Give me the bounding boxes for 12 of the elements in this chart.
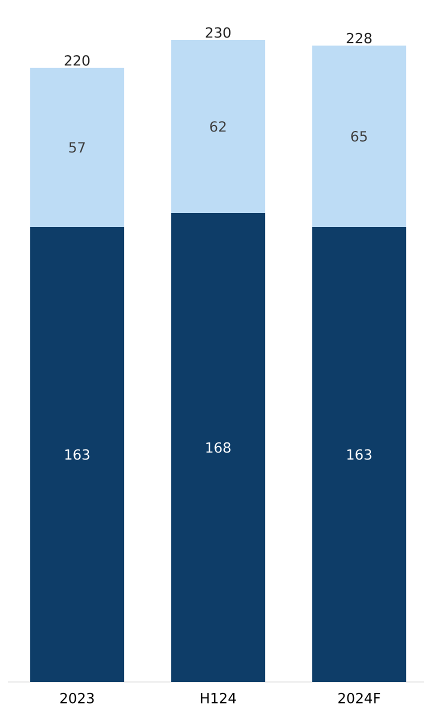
data-label: 65 <box>351 131 367 142</box>
x-tick-label: H124 <box>200 692 236 704</box>
total-label: 228 <box>346 32 372 44</box>
data-label: 163 <box>347 449 372 460</box>
data-label: 168 <box>206 442 230 453</box>
x-tick-label: 2023 <box>60 692 94 704</box>
x-tick-label: 2024F <box>338 692 380 704</box>
data-label: 57 <box>69 142 85 153</box>
total-label: 230 <box>206 27 230 38</box>
total-label: 220 <box>64 55 90 66</box>
data-label: 163 <box>65 449 90 460</box>
data-label: 62 <box>210 121 226 132</box>
